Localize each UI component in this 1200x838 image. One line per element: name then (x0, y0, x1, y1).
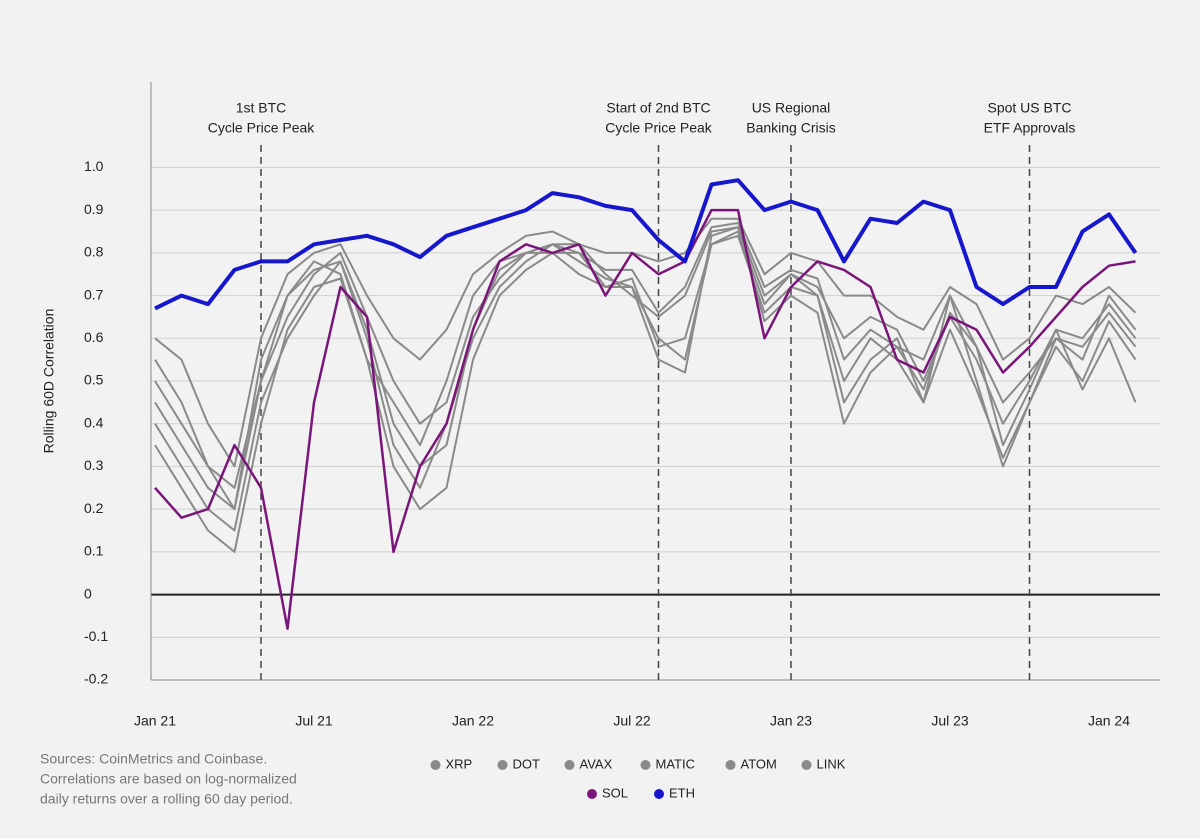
legend-marker (564, 760, 575, 770)
x-tick-label: Jan 21 (134, 713, 176, 729)
legend-label: ATOM (741, 756, 777, 771)
y-tick-label: 0.4 (84, 414, 104, 430)
legend-marker (497, 760, 508, 770)
y-tick-label: 0.8 (84, 244, 104, 260)
legend-marker (430, 760, 441, 770)
annotation-text: Spot US BTC (987, 100, 1071, 116)
legend-label: MATIC (656, 756, 695, 771)
y-tick-label: 1.0 (84, 158, 104, 174)
series-line (154, 208, 1136, 630)
legend-label: XRP (446, 756, 473, 771)
legend-marker (725, 760, 736, 770)
series-line (154, 178, 1138, 311)
legend-label: SOL (602, 785, 628, 800)
y-tick-label: 0.1 (84, 543, 104, 559)
series-line (154, 222, 1137, 489)
source-note: daily returns over a rolling 60 day peri… (40, 791, 293, 807)
y-tick-label: -0.2 (84, 671, 108, 687)
legend-label: ETH (669, 785, 695, 800)
y-tick-label: 0 (84, 585, 92, 601)
x-tick-label: Jan 23 (770, 713, 812, 729)
series-line (154, 226, 1137, 511)
legend-label: DOT (513, 756, 541, 771)
annotation-text: ETF Approvals (984, 120, 1076, 136)
y-tick-label: 0.6 (84, 329, 104, 345)
series-line (154, 234, 1137, 553)
annotation-text: US Regional (752, 100, 831, 116)
x-tick-label: Jul 22 (613, 713, 651, 729)
x-tick-label: Jan 24 (1088, 713, 1130, 729)
source-note: Sources: CoinMetrics and Coinbase. (40, 751, 267, 767)
legend-marker (587, 789, 597, 799)
annotation-text: 1st BTC (236, 100, 287, 116)
legend-label: AVAX (580, 756, 613, 771)
annotation-text: Banking Crisis (746, 120, 835, 136)
annotation-text: Cycle Price Peak (605, 120, 713, 136)
x-tick-label: Jul 21 (295, 713, 333, 729)
x-tick-label: Jul 23 (931, 713, 969, 729)
y-tick-label: 0.9 (84, 201, 104, 217)
annotation-text: Cycle Price Peak (208, 120, 316, 136)
legend-marker (654, 789, 664, 799)
x-tick-label: Jan 22 (452, 713, 494, 729)
legend-label: LINK (817, 756, 846, 771)
y-tick-label: 0.7 (84, 286, 104, 302)
series-line (154, 226, 1137, 532)
y-tick-label: 0.3 (84, 457, 104, 473)
y-tick-label: 0.2 (84, 500, 104, 516)
legend-marker (640, 760, 651, 770)
legend-marker (801, 760, 812, 770)
y-axis-label: Rolling 60D Correlation (41, 309, 57, 454)
y-tick-label: 0.5 (84, 372, 104, 388)
series-line (154, 217, 1137, 468)
y-tick-label: -0.1 (84, 628, 108, 644)
source-note: Correlations are based on log-normalized (40, 771, 297, 787)
annotation-text: Start of 2nd BTC (606, 100, 710, 116)
